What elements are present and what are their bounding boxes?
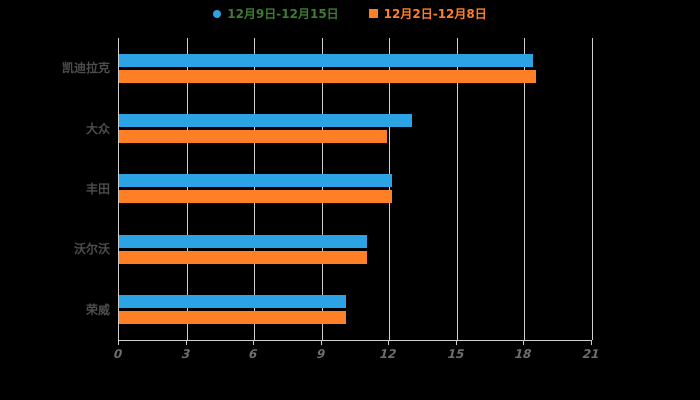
legend-label: 12月9日-12月15日	[227, 7, 339, 21]
bar[interactable]	[119, 114, 412, 128]
legend-item[interactable]: 12月9日-12月15日	[213, 5, 339, 22]
x-tick-label: 15	[445, 347, 467, 361]
legend-square-marker-icon	[368, 9, 378, 18]
x-tick-label: 3	[179, 347, 192, 361]
bar-group	[119, 280, 592, 340]
bar[interactable]	[119, 311, 347, 325]
bar-group	[119, 159, 592, 219]
gridline	[389, 38, 391, 340]
x-tick-label: 9	[314, 347, 327, 361]
x-tick-label: 18	[513, 347, 534, 361]
bar[interactable]	[119, 190, 392, 204]
category-label: 大众	[85, 121, 110, 136]
bar[interactable]	[119, 250, 367, 264]
bar[interactable]	[119, 295, 347, 309]
x-tick-mark	[253, 340, 255, 345]
category-label: 凯迪拉克	[61, 61, 110, 76]
x-tick-mark	[320, 340, 322, 345]
gridline	[592, 38, 593, 340]
legend-label: 12月2日-12月8日	[383, 7, 487, 21]
category-label: 荣威	[85, 302, 110, 317]
legend: 12月9日-12月15日 12月2日-12月8日	[0, 5, 700, 22]
bar[interactable]	[119, 69, 536, 83]
x-tick-mark	[455, 340, 457, 345]
legend-circle-marker-icon	[213, 9, 222, 18]
x-tick-label: 0	[111, 347, 125, 361]
gridline	[186, 38, 188, 340]
legend-item[interactable]: 12月2日-12月8日	[368, 5, 487, 22]
plot-area	[118, 38, 593, 341]
bar-group	[119, 38, 592, 98]
x-tick-label: 21	[580, 347, 602, 361]
gridline	[321, 38, 323, 340]
x-tick-label: 12	[378, 347, 399, 361]
bar[interactable]	[119, 130, 388, 144]
gridline	[456, 38, 458, 340]
x-tick-label: 6	[247, 347, 260, 361]
bar-group	[119, 219, 592, 279]
x-tick-mark	[523, 340, 525, 345]
x-tick-mark	[118, 340, 119, 345]
gridline	[524, 38, 526, 340]
gridline	[254, 38, 256, 340]
x-tick-mark	[388, 340, 390, 345]
x-tick-mark	[185, 340, 187, 345]
bar-group	[119, 98, 592, 158]
x-tick-mark	[591, 340, 592, 345]
bar[interactable]	[119, 174, 392, 188]
bar[interactable]	[119, 234, 367, 248]
category-label: 丰田	[85, 182, 110, 196]
category-label: 沃尔沃	[73, 242, 110, 257]
bar[interactable]	[119, 53, 534, 67]
